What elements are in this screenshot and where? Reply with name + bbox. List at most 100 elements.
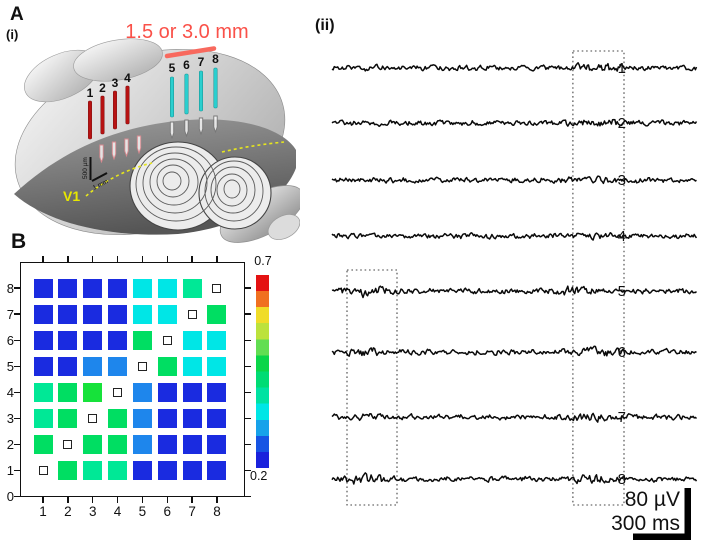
depth-scale-label: 500 µm — [82, 157, 89, 179]
trace-label-6: 6 — [618, 344, 626, 361]
matrix-cell-r5c6 — [157, 356, 177, 376]
matrix-cell-r4c1 — [33, 382, 53, 402]
panel-ii-voltage-traces: (ii) 1 2 3 4 5 6 7 8 80 µV 300 ms — [315, 17, 698, 540]
electrode-1 — [88, 100, 92, 140]
y-axis-tick — [14, 391, 20, 394]
matrix-cell-r6c5 — [132, 330, 152, 350]
x-axis-tick-top — [216, 256, 218, 262]
v1-label: V1 — [63, 188, 80, 204]
matrix-cell-r2c8 — [207, 435, 227, 455]
matrix-plot-frame — [20, 262, 245, 497]
matrix-cell-r3c2 — [58, 408, 78, 428]
electrode-tip-below-surface — [213, 115, 218, 134]
matrix-cell-r2c1 — [33, 435, 53, 455]
v1-border-dashed-right — [221, 141, 285, 153]
matrix-cell-r6c3 — [83, 330, 103, 350]
matrix-cell-r4c7 — [182, 382, 202, 402]
colorbar — [256, 275, 269, 468]
x-axis-tick-top — [67, 256, 69, 262]
trace-label-5: 5 — [618, 283, 626, 300]
electrode-label-8: 8 — [212, 52, 219, 66]
electrode-tip-below-surface — [111, 141, 117, 161]
electrode-8 — [213, 67, 218, 109]
x-axis-tick — [141, 497, 144, 503]
distance-label: 1.5 or 3.0 mm — [125, 21, 248, 43]
matrix-cell-r4c3 — [83, 382, 103, 402]
electrode-2 — [100, 95, 105, 135]
matrix-cell-r2c7 — [182, 435, 202, 455]
matrix-cell-r5c7 — [182, 356, 202, 376]
voltage-trace-6 — [331, 345, 697, 357]
voltage-trace-3 — [331, 175, 697, 185]
electrode-tip-below-surface — [198, 117, 204, 136]
distance-bracket-bar — [164, 46, 217, 59]
matrix-cell-r5c8 — [207, 356, 227, 376]
y-axis-label: 2 — [6, 437, 14, 453]
voltage-scale-bar — [684, 488, 691, 540]
matrix-cell-r8c4 — [108, 278, 128, 298]
y-axis-tick-right — [245, 443, 251, 446]
matrix-cell-r7c2 — [58, 304, 78, 324]
electrode-5 — [170, 76, 174, 118]
voltage-scale-label: 80 µV — [625, 488, 680, 511]
traces-group: 1 2 3 4 5 6 7 8 — [331, 60, 698, 488]
matrix-diagonal-cell-8 — [212, 283, 222, 293]
y-axis-tick-right — [245, 287, 251, 289]
matrix-cell-r7c6 — [157, 304, 177, 324]
x-axis-label: 4 — [113, 504, 122, 519]
x-axis-tick — [191, 497, 193, 503]
matrix-cell-r5c1 — [33, 356, 53, 376]
highlight-boxes — [346, 50, 625, 506]
matrix-cell-r4c2 — [58, 382, 78, 402]
electrode-3 — [113, 90, 117, 130]
matrix-cell-r8c7 — [182, 278, 202, 298]
x-axis-tick-top — [141, 256, 144, 262]
x-axis-tick — [67, 497, 69, 503]
y-axis-label: 7 — [6, 306, 14, 322]
y-axis-tick-right — [245, 365, 251, 368]
v1-border-dashed-left — [85, 162, 153, 197]
matrix-cell-r1c6 — [157, 461, 177, 481]
matrix-diagonal-cell-7 — [187, 309, 197, 319]
x-axis-tick-top — [42, 256, 44, 262]
voltage-trace-4 — [331, 232, 698, 241]
panel-a-letter: A — [10, 4, 24, 25]
voltage-trace-5 — [331, 285, 697, 299]
matrix-cell-r3c1 — [33, 408, 53, 428]
trace-label-8: 8 — [618, 471, 626, 488]
panel-a-sublabel: (i) — [6, 27, 18, 42]
matrix-cell-r1c2 — [58, 461, 78, 481]
y-axis-tick — [14, 417, 20, 420]
matrix-diagonal-cell-1 — [38, 466, 48, 476]
panel-ii-label: (ii) — [315, 17, 335, 34]
y-axis-tick — [14, 495, 20, 498]
electrode-tip-below-surface — [99, 144, 104, 164]
matrix-cell-r3c7 — [182, 408, 202, 428]
electrode-label-1: 1 — [87, 86, 94, 100]
y-axis-tick-right — [245, 391, 251, 394]
electrode-tip-below-surface — [136, 135, 142, 155]
matrix-diagonal-cell-6 — [162, 335, 172, 345]
y-axis-tick — [14, 443, 20, 446]
matrix-cell-r5c4 — [108, 356, 128, 376]
matrix-cell-r7c4 — [108, 304, 128, 324]
y-axis-label: 5 — [6, 358, 14, 374]
x-axis-label: 7 — [188, 504, 196, 519]
x-axis-tick — [91, 497, 94, 503]
x-axis-label: 6 — [163, 504, 172, 519]
matrix-cell-r6c8 — [207, 330, 227, 350]
matrix-cell-r8c6 — [157, 278, 177, 298]
x-axis-tick — [116, 497, 119, 503]
x-axis-tick-top — [166, 256, 169, 262]
electrode-label-7: 7 — [198, 55, 205, 69]
time-scale-label: 300 ms — [611, 512, 680, 535]
matrix-cell-r6c7 — [182, 330, 202, 350]
electrode-tip-below-surface — [184, 119, 189, 138]
y-axis-tick-right — [245, 495, 251, 498]
y-axis-label: 4 — [6, 384, 14, 400]
highlight-box-1 — [346, 269, 398, 506]
panel-a-brain-schematic: 1 2 3 45 6 7 8 500 µm 1 mm 1.5 or 3.0 mm V1 A … — [6, 4, 300, 243]
panel-b-letter: B — [11, 230, 27, 253]
matrix-cell-r5c3 — [83, 356, 103, 376]
y-axis-tick — [14, 365, 20, 368]
